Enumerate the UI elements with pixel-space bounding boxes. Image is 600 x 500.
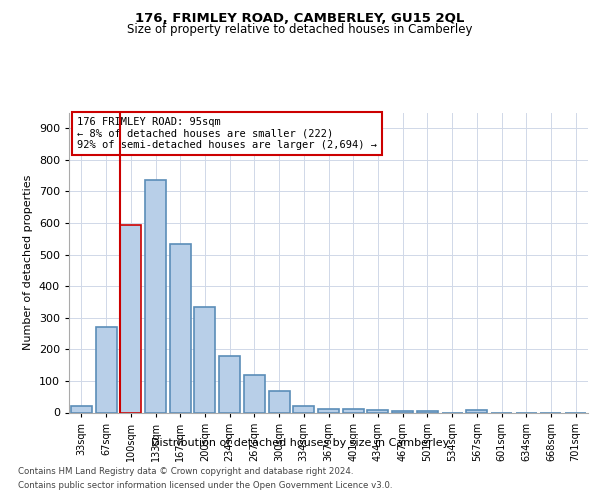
- Bar: [269, 391, 290, 412]
- Text: Distribution of detached houses by size in Camberley: Distribution of detached houses by size …: [151, 438, 449, 448]
- Bar: [417, 411, 438, 412]
- Bar: [194, 306, 215, 412]
- Text: 176 FRIMLEY ROAD: 95sqm
← 8% of detached houses are smaller (222)
92% of semi-de: 176 FRIMLEY ROAD: 95sqm ← 8% of detached…: [77, 117, 377, 150]
- Bar: [343, 410, 364, 412]
- Bar: [145, 180, 166, 412]
- Bar: [71, 406, 92, 412]
- Bar: [95, 327, 116, 412]
- Text: Contains HM Land Registry data © Crown copyright and database right 2024.: Contains HM Land Registry data © Crown c…: [18, 468, 353, 476]
- Y-axis label: Number of detached properties: Number of detached properties: [23, 175, 33, 350]
- Text: Contains public sector information licensed under the Open Government Licence v3: Contains public sector information licen…: [18, 481, 392, 490]
- Bar: [466, 410, 487, 412]
- Bar: [293, 406, 314, 412]
- Text: 176, FRIMLEY ROAD, CAMBERLEY, GU15 2QL: 176, FRIMLEY ROAD, CAMBERLEY, GU15 2QL: [136, 12, 464, 26]
- Bar: [392, 410, 413, 412]
- Bar: [318, 408, 339, 412]
- Bar: [170, 244, 191, 412]
- Bar: [120, 224, 141, 412]
- Text: Size of property relative to detached houses in Camberley: Size of property relative to detached ho…: [127, 22, 473, 36]
- Bar: [219, 356, 240, 412]
- Bar: [367, 410, 388, 412]
- Bar: [244, 375, 265, 412]
